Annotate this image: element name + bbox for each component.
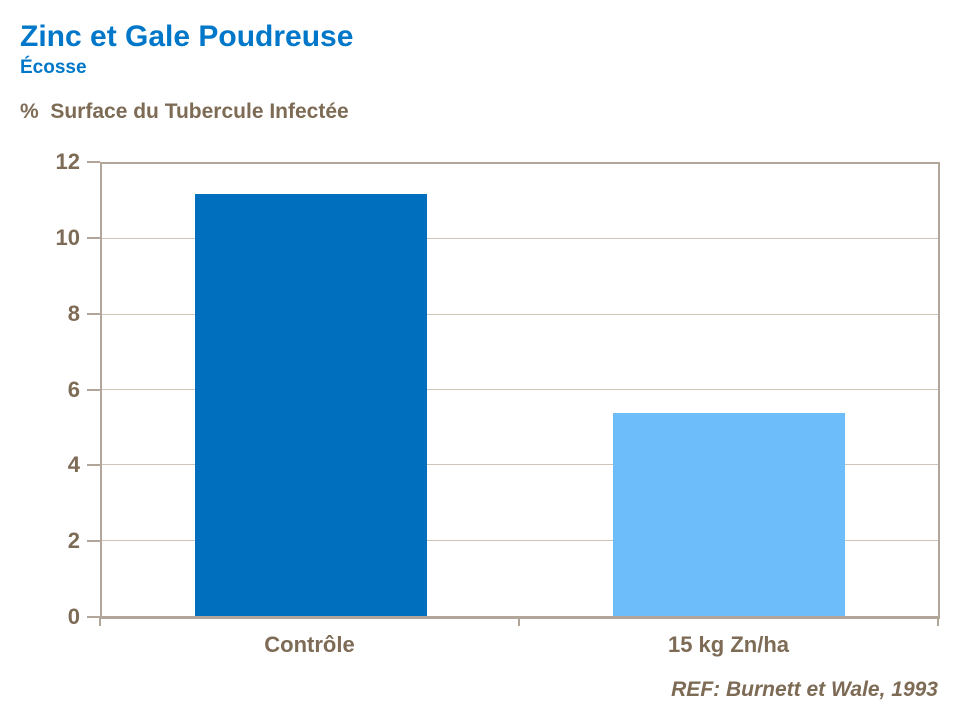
- y-tick-label: 10: [55, 224, 80, 250]
- y-tick-mark: [87, 464, 100, 467]
- y-tick-mark: [87, 161, 100, 163]
- bar-Contrôle: [194, 194, 428, 616]
- reference-text: REF: Burnett et Wale, 1993: [671, 678, 938, 701]
- y-tick-label: 4: [67, 452, 80, 478]
- x-label-15 kg Zn/ha: 15 kg Zn/ha: [667, 632, 790, 657]
- gridline: [102, 389, 938, 390]
- plot-area: [100, 162, 940, 619]
- y-tick-label: 12: [55, 149, 80, 174]
- y-tick-label: 6: [67, 376, 80, 402]
- y-tick-label: 0: [67, 604, 80, 629]
- y-tick-label: 8: [67, 300, 80, 326]
- chart-title: Zinc et Gale Poudreuse: [20, 20, 354, 53]
- y-tick-mark: [87, 236, 100, 239]
- chart-subtitle: Écosse: [20, 57, 87, 78]
- y-tick-mark: [87, 616, 100, 618]
- x-tick-mark: [99, 618, 101, 626]
- bar-15 kg Zn/ha: [612, 412, 846, 616]
- gridline: [102, 539, 938, 541]
- x-tick-mark: [937, 618, 939, 626]
- gridline: [102, 238, 938, 240]
- y-tick-mark: [87, 540, 100, 543]
- x-label-Contrôle: Contrôle: [264, 632, 355, 657]
- gridline: [102, 313, 938, 315]
- y-tick-label: 2: [67, 528, 80, 554]
- gridline: [102, 464, 938, 466]
- x-tick-mark: [518, 618, 520, 626]
- y-tick-mark: [87, 388, 100, 391]
- y-tick-mark: [87, 312, 100, 315]
- y-axis-title: % Surface du Tubercule Infectée: [20, 100, 349, 123]
